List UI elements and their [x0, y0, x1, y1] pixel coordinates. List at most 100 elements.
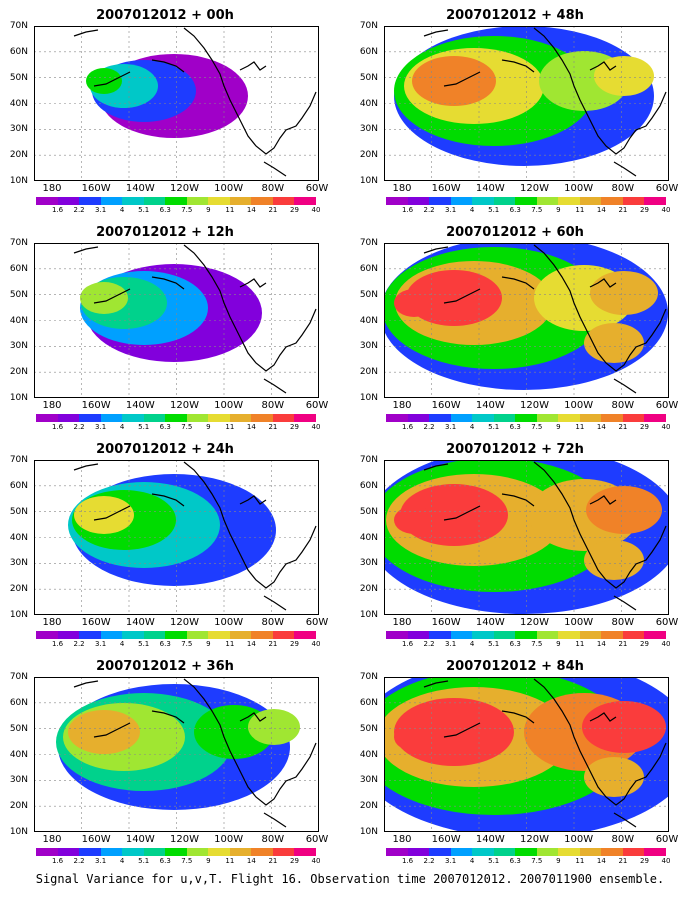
colorbar-label: 11	[575, 206, 585, 214]
colorbar-swatch	[251, 631, 273, 639]
colorbar-label: 40	[661, 423, 671, 431]
colorbar-label: 6.3	[509, 857, 521, 865]
colorbar-swatch	[36, 414, 58, 422]
colorbar-swatch	[644, 197, 666, 205]
colorbar-swatch	[165, 197, 187, 205]
colorbar-swatch	[122, 848, 144, 856]
colorbar-label: 1.6	[51, 423, 64, 431]
colorbar-swatch	[644, 414, 666, 422]
longitude-label: 100W	[214, 183, 244, 194]
colorbar-swatch	[429, 414, 451, 422]
colorbar-label: 2.2	[423, 206, 435, 214]
colorbar-swatch	[143, 414, 166, 422]
colorbar-swatch	[472, 197, 494, 205]
colorbar-swatch	[386, 631, 408, 639]
colorbar-label: 5.1	[138, 857, 150, 865]
longitude-label: 140W	[475, 617, 505, 628]
latitude-label: 70N	[9, 238, 28, 248]
colorbar-swatch	[407, 848, 430, 856]
colorbar-label: 40	[661, 857, 671, 865]
variance-map	[34, 243, 319, 398]
longitude-label: 120W	[520, 183, 549, 194]
latitude-label: 70N	[359, 21, 378, 31]
colorbar	[36, 848, 316, 856]
map-panel: 2007012012 + 12h 70N 60N 50N 40N 30N 20N 10N 180…	[0, 225, 330, 440]
colorbar-label: 9	[556, 423, 561, 431]
coastline	[73, 461, 317, 611]
coastline	[423, 244, 667, 394]
colorbar-swatch	[622, 197, 645, 205]
latitude-label: 50N	[9, 723, 28, 734]
longitude-label: 80W	[261, 183, 285, 194]
colorbar-label: 2.2	[73, 206, 85, 214]
colorbar-swatch	[208, 848, 230, 856]
latitude-label: 10N	[359, 827, 378, 837]
colorbar-label: 11	[225, 640, 235, 648]
coastline	[423, 678, 667, 828]
colorbar-label: 11	[225, 857, 235, 865]
longitude-label: 80W	[611, 400, 635, 411]
colorbar-label: 11	[225, 423, 235, 431]
colorbar-label: 29	[639, 857, 649, 865]
colorbar-swatch	[515, 631, 537, 639]
longitude-label: 180	[392, 834, 412, 845]
latitude-label: 70N	[359, 238, 378, 248]
latitude-label: 70N	[9, 672, 28, 682]
latitude-label: 50N	[359, 723, 378, 734]
longitude-label: 180	[42, 400, 62, 411]
latitude-label: 50N	[359, 72, 378, 83]
latitude-label: 70N	[359, 455, 378, 465]
colorbar-swatch	[515, 197, 537, 205]
variance-contour	[412, 56, 496, 106]
colorbar-swatch	[79, 631, 101, 639]
longitude-label: 100W	[214, 400, 244, 411]
colorbar-label: 4	[119, 857, 125, 865]
colorbar-label: 3.1	[445, 423, 457, 431]
colorbar-label: 14	[596, 423, 606, 431]
colorbar-label: 9	[206, 206, 211, 214]
colorbar-label: 6.3	[159, 206, 171, 214]
variance-map	[384, 460, 669, 615]
colorbar-label: 21	[618, 857, 628, 865]
colorbar-label: 11	[225, 206, 235, 214]
latitude-label: 30N	[9, 775, 28, 786]
latitude-label: 50N	[359, 506, 378, 517]
colorbar-swatch	[536, 414, 559, 422]
colorbar-label: 14	[246, 206, 256, 214]
colorbar-label: 7.5	[181, 206, 193, 214]
colorbar-label: 4	[469, 857, 475, 865]
colorbar-swatch	[79, 848, 101, 856]
colorbar-label: 7.5	[531, 640, 543, 648]
colorbar	[386, 197, 666, 205]
longitude-label: 60W	[655, 617, 679, 628]
colorbar-label: 7.5	[181, 640, 193, 648]
variance-contour	[584, 757, 644, 797]
colorbar-swatch	[251, 414, 273, 422]
longitude-label: 140W	[125, 183, 155, 194]
colorbar-label: 9	[556, 640, 561, 648]
longitude-label: 120W	[520, 400, 549, 411]
coastline	[73, 27, 317, 177]
longitude-label: 80W	[611, 617, 635, 628]
colorbar-swatch	[143, 631, 166, 639]
colorbar	[386, 414, 666, 422]
colorbar-label: 5.1	[138, 206, 150, 214]
map-panel: 2007012012 + 60h 70N 60N 50N 40N 30N 20N 10N 180…	[350, 225, 680, 440]
colorbar-swatch	[294, 414, 316, 422]
longitude-label: 160W	[431, 400, 461, 411]
longitude-label: 100W	[564, 617, 594, 628]
colorbar-label: 3.1	[95, 423, 107, 431]
colorbar-swatch	[407, 197, 430, 205]
colorbar-label: 5.1	[488, 423, 500, 431]
map-panel: 2007012012 + 36h 70N 60N 50N 40N 30N 20N 10N 180…	[0, 659, 330, 874]
colorbar-label: 5.1	[488, 640, 500, 648]
colorbar-label: 1.6	[401, 206, 414, 214]
colorbar-swatch	[493, 197, 516, 205]
variance-map	[384, 677, 669, 832]
colorbar	[36, 631, 316, 639]
longitude-label: 60W	[305, 617, 329, 628]
colorbar-swatch	[229, 197, 252, 205]
panel-title: 2007012012 + 00h	[96, 8, 234, 23]
variance-contour	[584, 323, 644, 363]
colorbar-label: 2.2	[73, 640, 85, 648]
